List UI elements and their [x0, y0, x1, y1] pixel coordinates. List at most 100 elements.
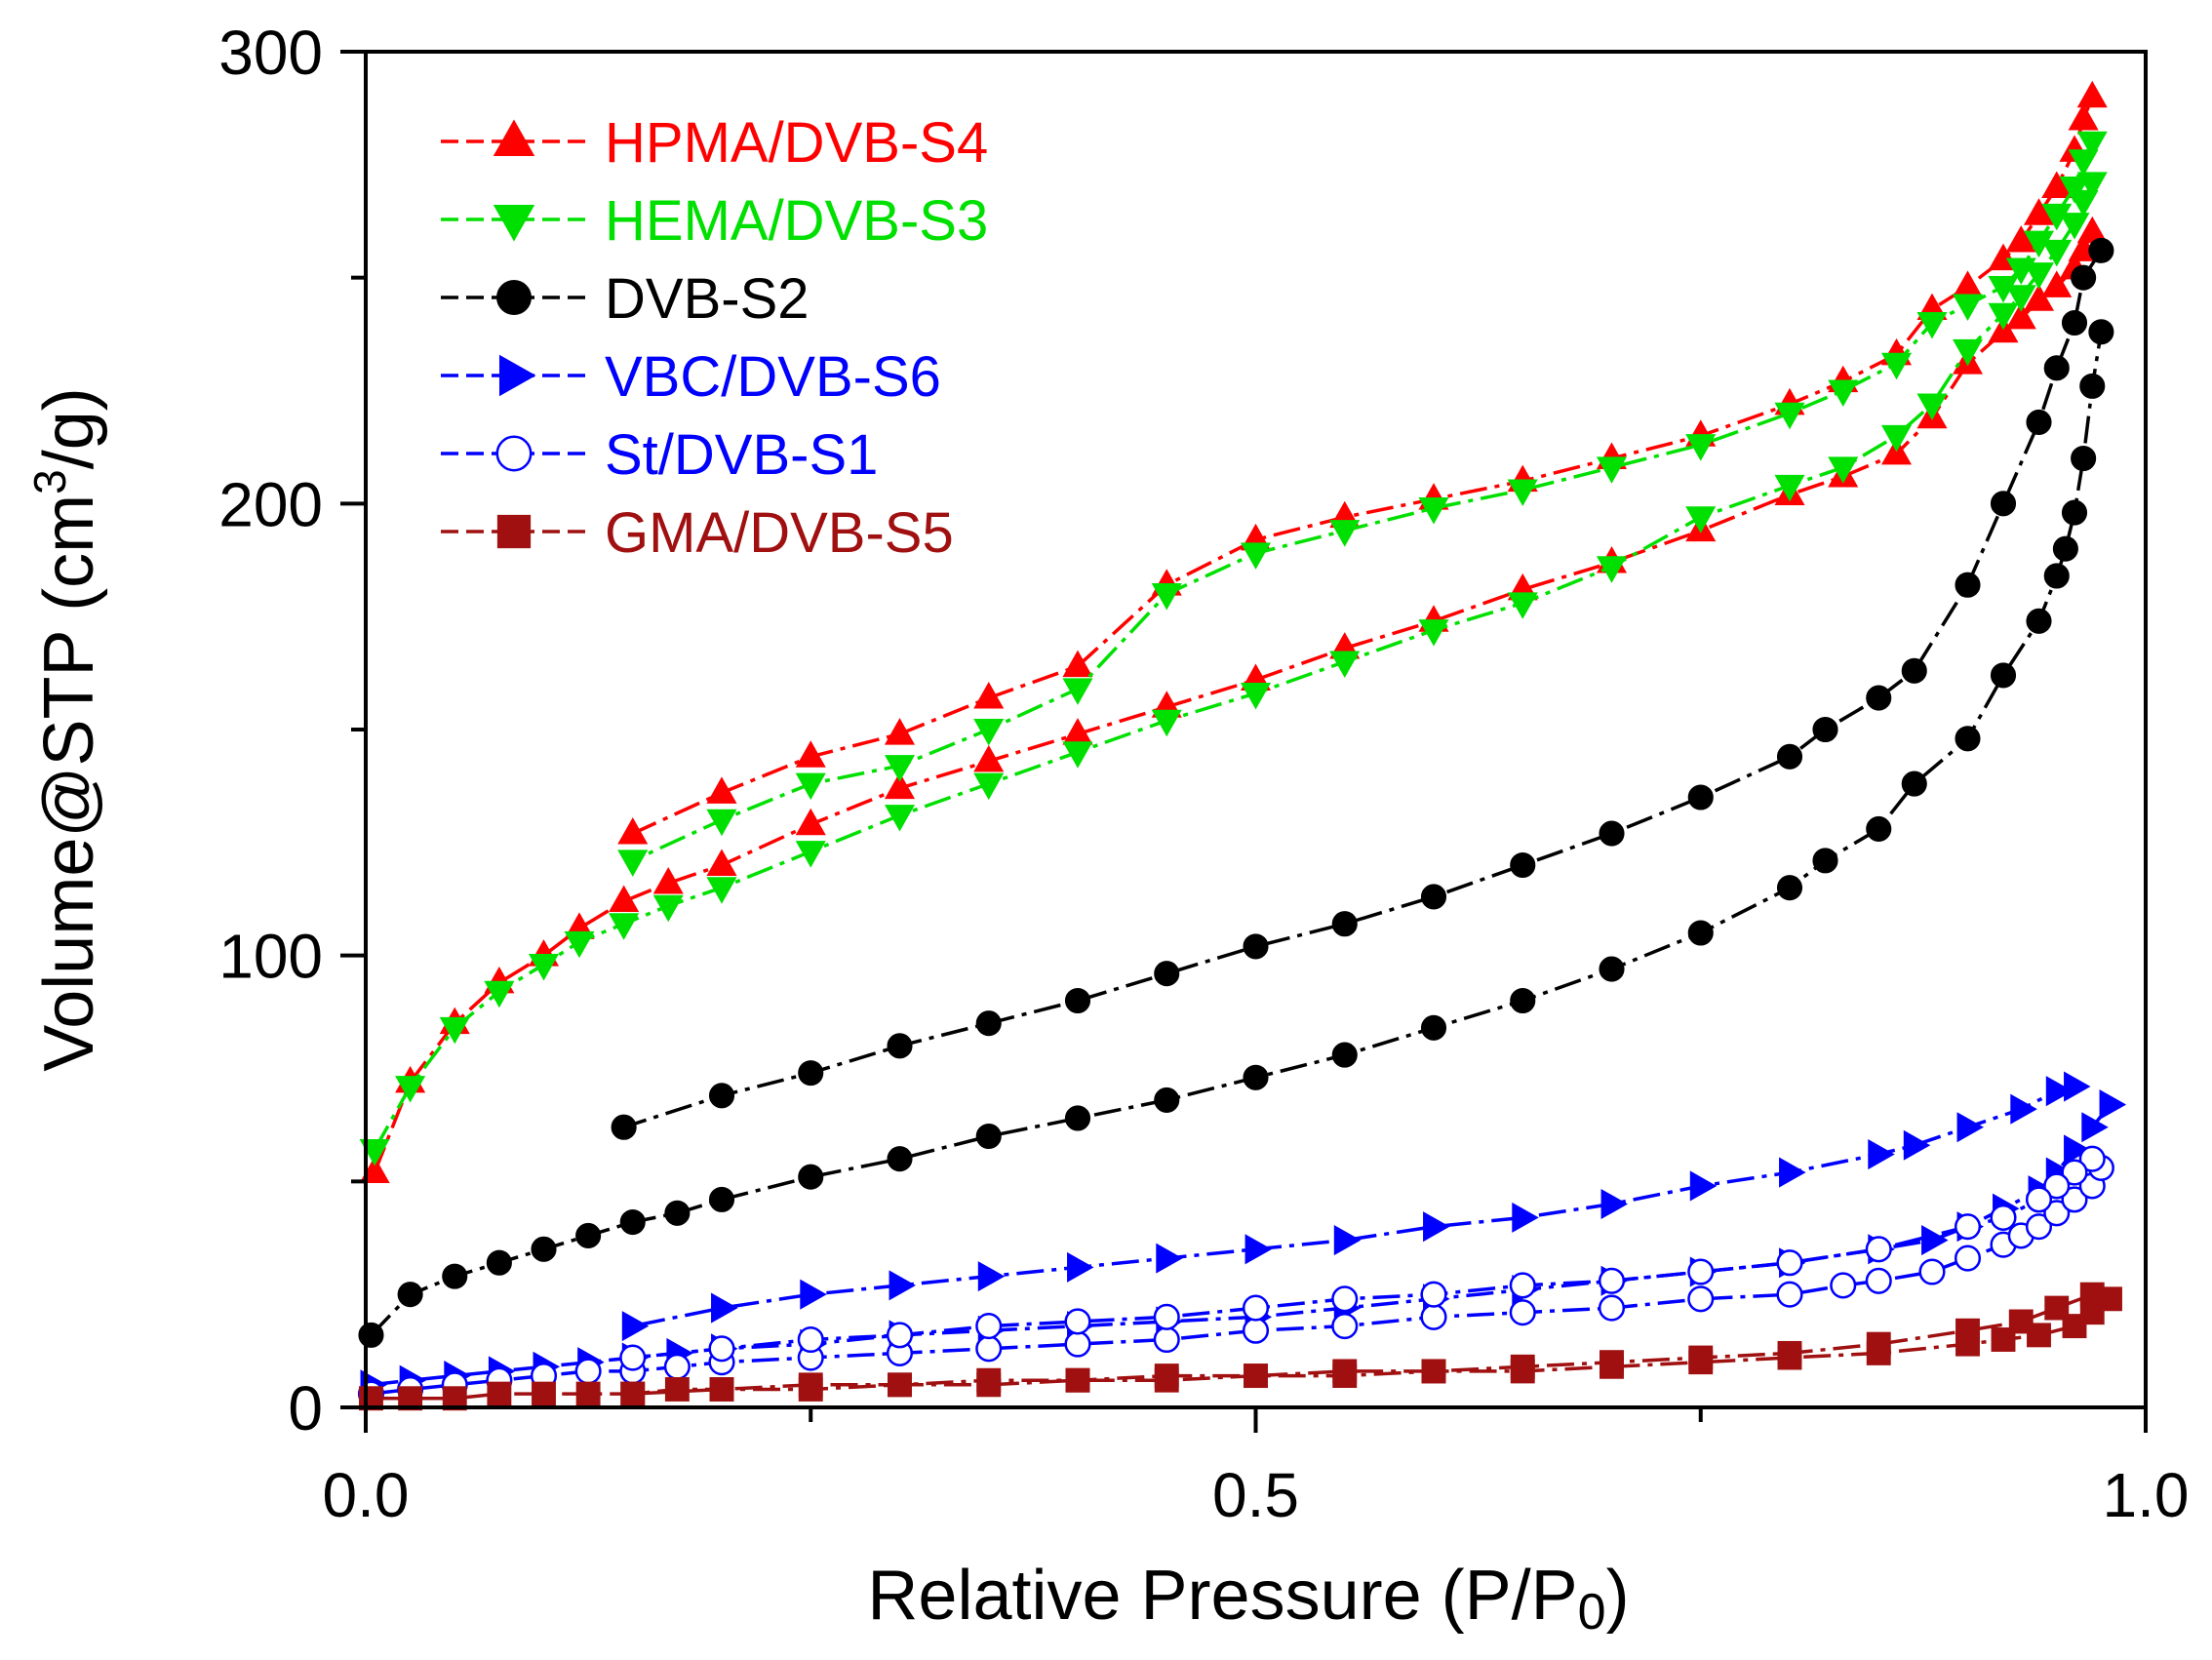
legend-label-st-dvb-s1: St/DVB-S1 — [605, 423, 878, 487]
data-point-hpma-dvb-s4 — [609, 885, 640, 913]
data-point-dvb-s2 — [1064, 1105, 1091, 1131]
data-point-vbc-dvb-s6 — [800, 1279, 827, 1310]
data-point-dvb-s2 — [1420, 884, 1447, 910]
data-point-st-dvb-s1 — [1331, 1285, 1359, 1313]
data-point-hema-dvb-s3 — [1062, 741, 1093, 769]
data-point-hema-dvb-s3 — [795, 841, 826, 868]
data-point-gma-dvb-s5 — [976, 1367, 1002, 1393]
data-point-dvb-s2 — [575, 1222, 602, 1248]
data-point-hema-dvb-s3 — [795, 772, 826, 801]
data-point-gma-dvb-s5 — [2044, 1295, 2070, 1321]
data-point-vbc-dvb-s6 — [2064, 1071, 2091, 1102]
data-point-hema-dvb-s3 — [652, 894, 684, 923]
data-point-hema-dvb-s3 — [609, 913, 640, 940]
data-point-st-dvb-s1 — [1598, 1294, 1626, 1322]
x-tick-label: 0.0 — [323, 1460, 410, 1530]
data-point-dvb-s2 — [798, 1164, 824, 1190]
data-point-dvb-s2 — [2052, 535, 2078, 562]
data-point-st-dvb-s1 — [2025, 1213, 2053, 1241]
data-point-vbc-dvb-s6 — [1156, 1243, 1183, 1274]
data-point-st-dvb-s1 — [2061, 1159, 2088, 1186]
data-point-dvb-s2 — [1420, 1014, 1447, 1041]
data-point-st-dvb-s1 — [574, 1358, 602, 1385]
data-point-vbc-dvb-s6 — [889, 1270, 917, 1301]
data-point-gma-dvb-s5 — [1777, 1340, 1802, 1365]
data-point-vbc-dvb-s6 — [1779, 1157, 1806, 1188]
data-point-dvb-s2 — [1599, 820, 1625, 847]
y-tick-label: 200 — [218, 469, 323, 539]
data-point-dvb-s2 — [2061, 499, 2088, 526]
axis-ticks: 0.0 0.5 1.0 0 100 200 300 — [218, 18, 2189, 1530]
legend-marker-vbc-dvb-s6 — [498, 354, 536, 397]
data-point-st-dvb-s1 — [1509, 1272, 1536, 1299]
data-point-hema-dvb-s3 — [1952, 294, 1984, 321]
data-point-gma-dvb-s5 — [888, 1372, 912, 1398]
data-point-hema-dvb-s3 — [2041, 203, 2073, 231]
data-point-dvb-s2 — [1599, 956, 1625, 982]
data-point-gma-dvb-s5 — [1065, 1367, 1090, 1393]
legend-item-dvb-s2: DVB-S2 — [441, 267, 810, 331]
data-point-gma-dvb-s5 — [532, 1381, 556, 1406]
data-point-hpma-dvb-s4 — [884, 718, 916, 745]
data-point-st-dvb-s1 — [1064, 1330, 1091, 1358]
data-point-dvb-s2 — [1154, 961, 1180, 987]
data-point-dvb-s2 — [2071, 264, 2097, 291]
data-point-dvb-s2 — [2061, 309, 2088, 336]
data-point-vbc-dvb-s6 — [2010, 1093, 2037, 1125]
data-point-gma-dvb-s5 — [487, 1381, 512, 1406]
data-point-st-dvb-s1 — [1687, 1258, 1715, 1285]
data-point-hema-dvb-s3 — [1418, 497, 1449, 525]
data-point-st-dvb-s1 — [2061, 1186, 2088, 1213]
data-point-st-dvb-s1 — [1954, 1245, 1982, 1272]
data-point-st-dvb-s1 — [797, 1325, 824, 1354]
data-point-hema-dvb-s3 — [1240, 542, 1272, 570]
data-point-dvb-s2 — [1990, 491, 2017, 517]
data-point-hpma-dvb-s4 — [706, 849, 737, 876]
data-point-vbc-dvb-s6 — [1868, 1138, 1895, 1170]
data-point-dvb-s2 — [975, 1123, 1002, 1150]
x-axis-label-subscript: 0 — [1578, 1584, 1606, 1640]
legend-item-hema-dvb-s3: HEMA/DVB-S3 — [441, 189, 988, 253]
legend-item-vbc-dvb-s6: VBC/DVB-S6 — [441, 345, 941, 409]
data-point-dvb-s2 — [619, 1208, 646, 1236]
data-point-gma-dvb-s5 — [1866, 1331, 1891, 1357]
data-point-gma-dvb-s5 — [1421, 1359, 1446, 1384]
data-point-vbc-dvb-s6 — [1689, 1170, 1718, 1202]
x-axis-label: Relative Pressure (P/P0) — [867, 1557, 1629, 1640]
data-point-dvb-s2 — [2026, 608, 2052, 634]
data-point-dvb-s2 — [442, 1263, 468, 1289]
y-tick-label: 0 — [288, 1373, 323, 1443]
data-point-dvb-s2 — [2043, 563, 2070, 589]
legend-label-gma-dvb-s5: GMA/DVB-S5 — [605, 501, 954, 565]
data-point-hema-dvb-s3 — [1880, 352, 1913, 380]
data-point-vbc-dvb-s6 — [1423, 1211, 1450, 1243]
data-point-hema-dvb-s3 — [1774, 402, 1805, 430]
data-point-st-dvb-s1 — [1776, 1249, 1803, 1277]
data-point-st-dvb-s1 — [1153, 1325, 1180, 1354]
data-point-vbc-dvb-s6 — [1956, 1112, 1985, 1143]
data-point-hema-dvb-s3 — [484, 980, 515, 1008]
data-point-gma-dvb-s5 — [1991, 1327, 2016, 1352]
data-point-dvb-s2 — [1154, 1087, 1180, 1113]
data-point-hema-dvb-s3 — [1507, 592, 1538, 619]
data-point-dvb-s2 — [1064, 987, 1091, 1014]
data-point-gma-dvb-s5 — [709, 1377, 734, 1402]
data-point-hema-dvb-s3 — [884, 755, 916, 782]
data-point-hema-dvb-s3 — [1329, 520, 1361, 547]
data-point-st-dvb-s1 — [975, 1335, 1003, 1363]
data-point-dvb-s2 — [1687, 920, 1714, 946]
data-point-st-dvb-s1 — [1153, 1303, 1180, 1330]
data-point-dvb-s2 — [1901, 771, 1927, 797]
legend-item-hpma-dvb-s4: HPMA/DVB-S4 — [441, 111, 988, 175]
data-point-st-dvb-s1 — [1990, 1204, 2017, 1231]
data-point-gma-dvb-s5 — [1955, 1318, 1980, 1343]
series-line-gma-dvb-s5-adsorption — [371, 1297, 2112, 1401]
data-point-gma-dvb-s5 — [620, 1381, 646, 1406]
data-point-hema-dvb-s3 — [2005, 257, 2036, 285]
data-point-st-dvb-s1 — [886, 1322, 914, 1349]
data-point-dvb-s2 — [1955, 726, 1981, 752]
data-point-hema-dvb-s3 — [1151, 709, 1182, 737]
data-point-hema-dvb-s3 — [1916, 393, 1948, 420]
data-point-dvb-s2 — [358, 1322, 384, 1348]
